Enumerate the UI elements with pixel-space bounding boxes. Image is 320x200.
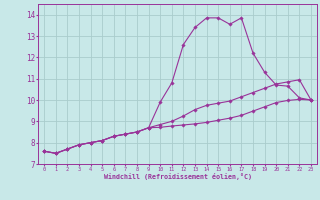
X-axis label: Windchill (Refroidissement éolien,°C): Windchill (Refroidissement éolien,°C) xyxy=(104,173,252,180)
